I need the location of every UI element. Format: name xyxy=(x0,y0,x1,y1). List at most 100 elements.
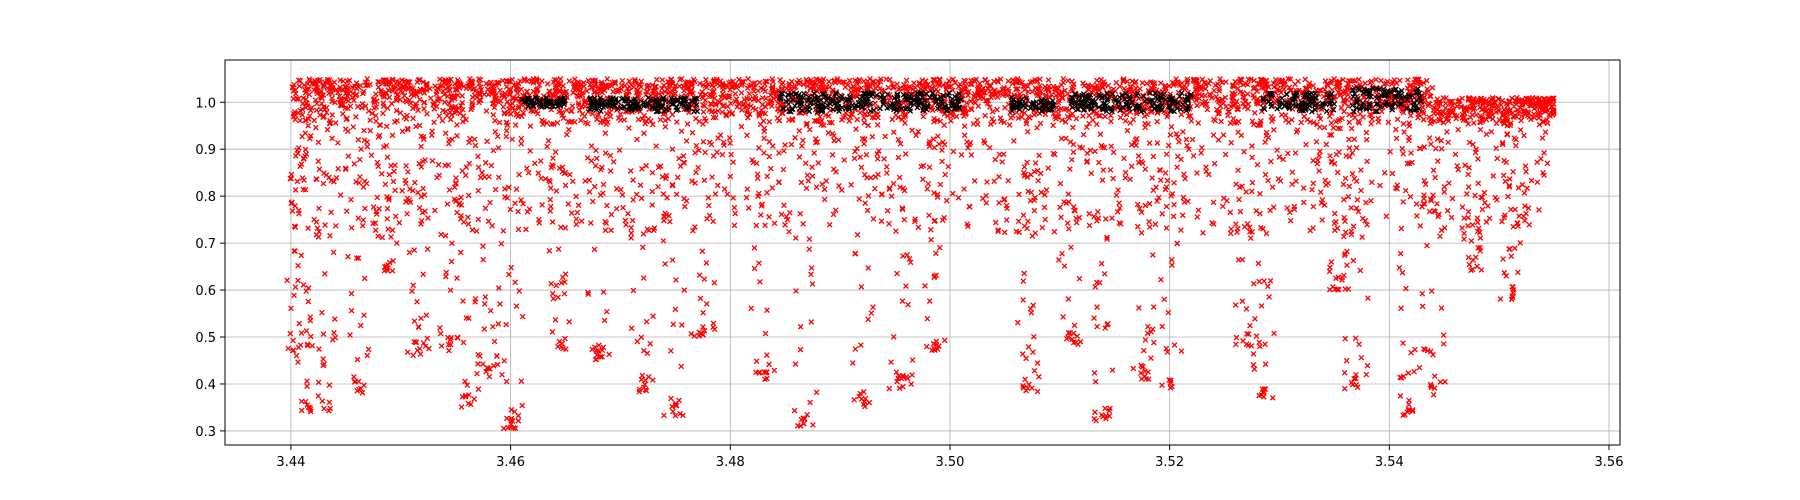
data-point xyxy=(1465,222,1471,229)
data-point xyxy=(956,91,963,97)
data-point xyxy=(485,365,491,372)
data-point xyxy=(728,151,735,158)
data-point xyxy=(1477,235,1484,241)
data-point xyxy=(1043,187,1050,193)
data-point xyxy=(1475,180,1482,187)
data-point xyxy=(1401,129,1407,135)
data-point xyxy=(1091,415,1098,422)
data-point xyxy=(1499,141,1506,148)
data-point xyxy=(481,326,488,332)
data-point xyxy=(764,307,770,314)
data-point xyxy=(1162,82,1169,89)
data-point xyxy=(492,128,499,135)
data-point xyxy=(1102,325,1109,331)
data-point xyxy=(659,77,666,83)
data-point xyxy=(983,200,990,206)
data-point xyxy=(823,83,830,90)
data-point xyxy=(700,309,706,316)
data-point xyxy=(361,312,367,319)
data-point xyxy=(908,381,915,387)
data-point xyxy=(779,109,786,116)
data-point xyxy=(1130,365,1137,372)
data-point xyxy=(1419,290,1426,297)
data-point xyxy=(573,221,580,228)
data-point xyxy=(406,249,413,256)
data-point xyxy=(412,339,419,346)
data-point xyxy=(700,102,706,108)
data-point xyxy=(1468,238,1475,244)
data-point xyxy=(1353,205,1360,211)
data-point xyxy=(602,227,609,234)
data-point xyxy=(937,118,944,125)
data-point xyxy=(437,95,443,102)
data-point xyxy=(1182,175,1188,182)
data-point xyxy=(518,197,524,203)
data-point xyxy=(674,174,681,181)
data-point xyxy=(1117,114,1124,121)
data-point xyxy=(558,280,565,286)
data-point xyxy=(1512,142,1519,149)
data-point xyxy=(332,120,339,126)
data-point xyxy=(536,216,542,223)
data-point xyxy=(1496,116,1503,123)
data-point xyxy=(1444,207,1451,214)
data-point xyxy=(783,85,790,92)
data-point xyxy=(446,187,453,193)
data-point xyxy=(542,175,549,182)
data-point xyxy=(865,193,872,199)
data-point xyxy=(1148,84,1155,91)
data-point xyxy=(583,88,590,94)
data-point xyxy=(968,81,975,88)
data-point xyxy=(696,329,703,336)
data-point xyxy=(1491,99,1498,106)
data-point xyxy=(1150,187,1157,194)
data-point xyxy=(1341,252,1348,259)
data-point xyxy=(469,227,476,233)
data-point xyxy=(535,170,542,176)
data-point xyxy=(1142,368,1148,375)
data-point xyxy=(1100,79,1107,85)
data-point xyxy=(829,130,836,137)
data-point xyxy=(767,92,774,98)
data-point xyxy=(780,104,786,111)
data-point xyxy=(1244,330,1250,337)
data-point xyxy=(290,347,297,354)
data-point xyxy=(1234,229,1240,235)
data-point xyxy=(1006,88,1012,95)
data-point xyxy=(926,212,932,219)
data-point xyxy=(482,294,489,300)
data-point xyxy=(547,196,554,203)
data-point xyxy=(1003,217,1010,223)
data-point xyxy=(1335,286,1342,293)
data-point xyxy=(637,182,644,188)
data-point xyxy=(780,148,787,154)
data-point xyxy=(1254,161,1261,168)
data-point xyxy=(1021,223,1028,229)
data-point xyxy=(453,175,459,181)
data-point xyxy=(858,284,865,290)
data-point xyxy=(1345,136,1352,143)
data-point xyxy=(339,111,346,117)
data-point xyxy=(1485,113,1491,120)
data-point xyxy=(1037,82,1043,89)
data-point xyxy=(1434,158,1441,165)
data-point xyxy=(1203,164,1209,171)
data-point xyxy=(311,117,318,124)
data-point xyxy=(1400,150,1407,157)
data-point xyxy=(676,155,682,162)
data-point xyxy=(468,80,475,87)
data-point xyxy=(904,251,911,258)
data-point xyxy=(1169,262,1175,268)
data-point xyxy=(1407,193,1414,200)
data-point xyxy=(371,99,378,106)
data-point xyxy=(809,281,816,287)
data-point xyxy=(1109,367,1116,374)
data-point xyxy=(624,95,631,102)
data-point xyxy=(327,82,334,89)
data-point xyxy=(1434,136,1441,142)
data-point xyxy=(495,144,502,151)
data-point xyxy=(491,88,497,95)
data-point xyxy=(890,333,897,340)
data-point xyxy=(1510,168,1516,175)
data-point xyxy=(332,99,338,106)
